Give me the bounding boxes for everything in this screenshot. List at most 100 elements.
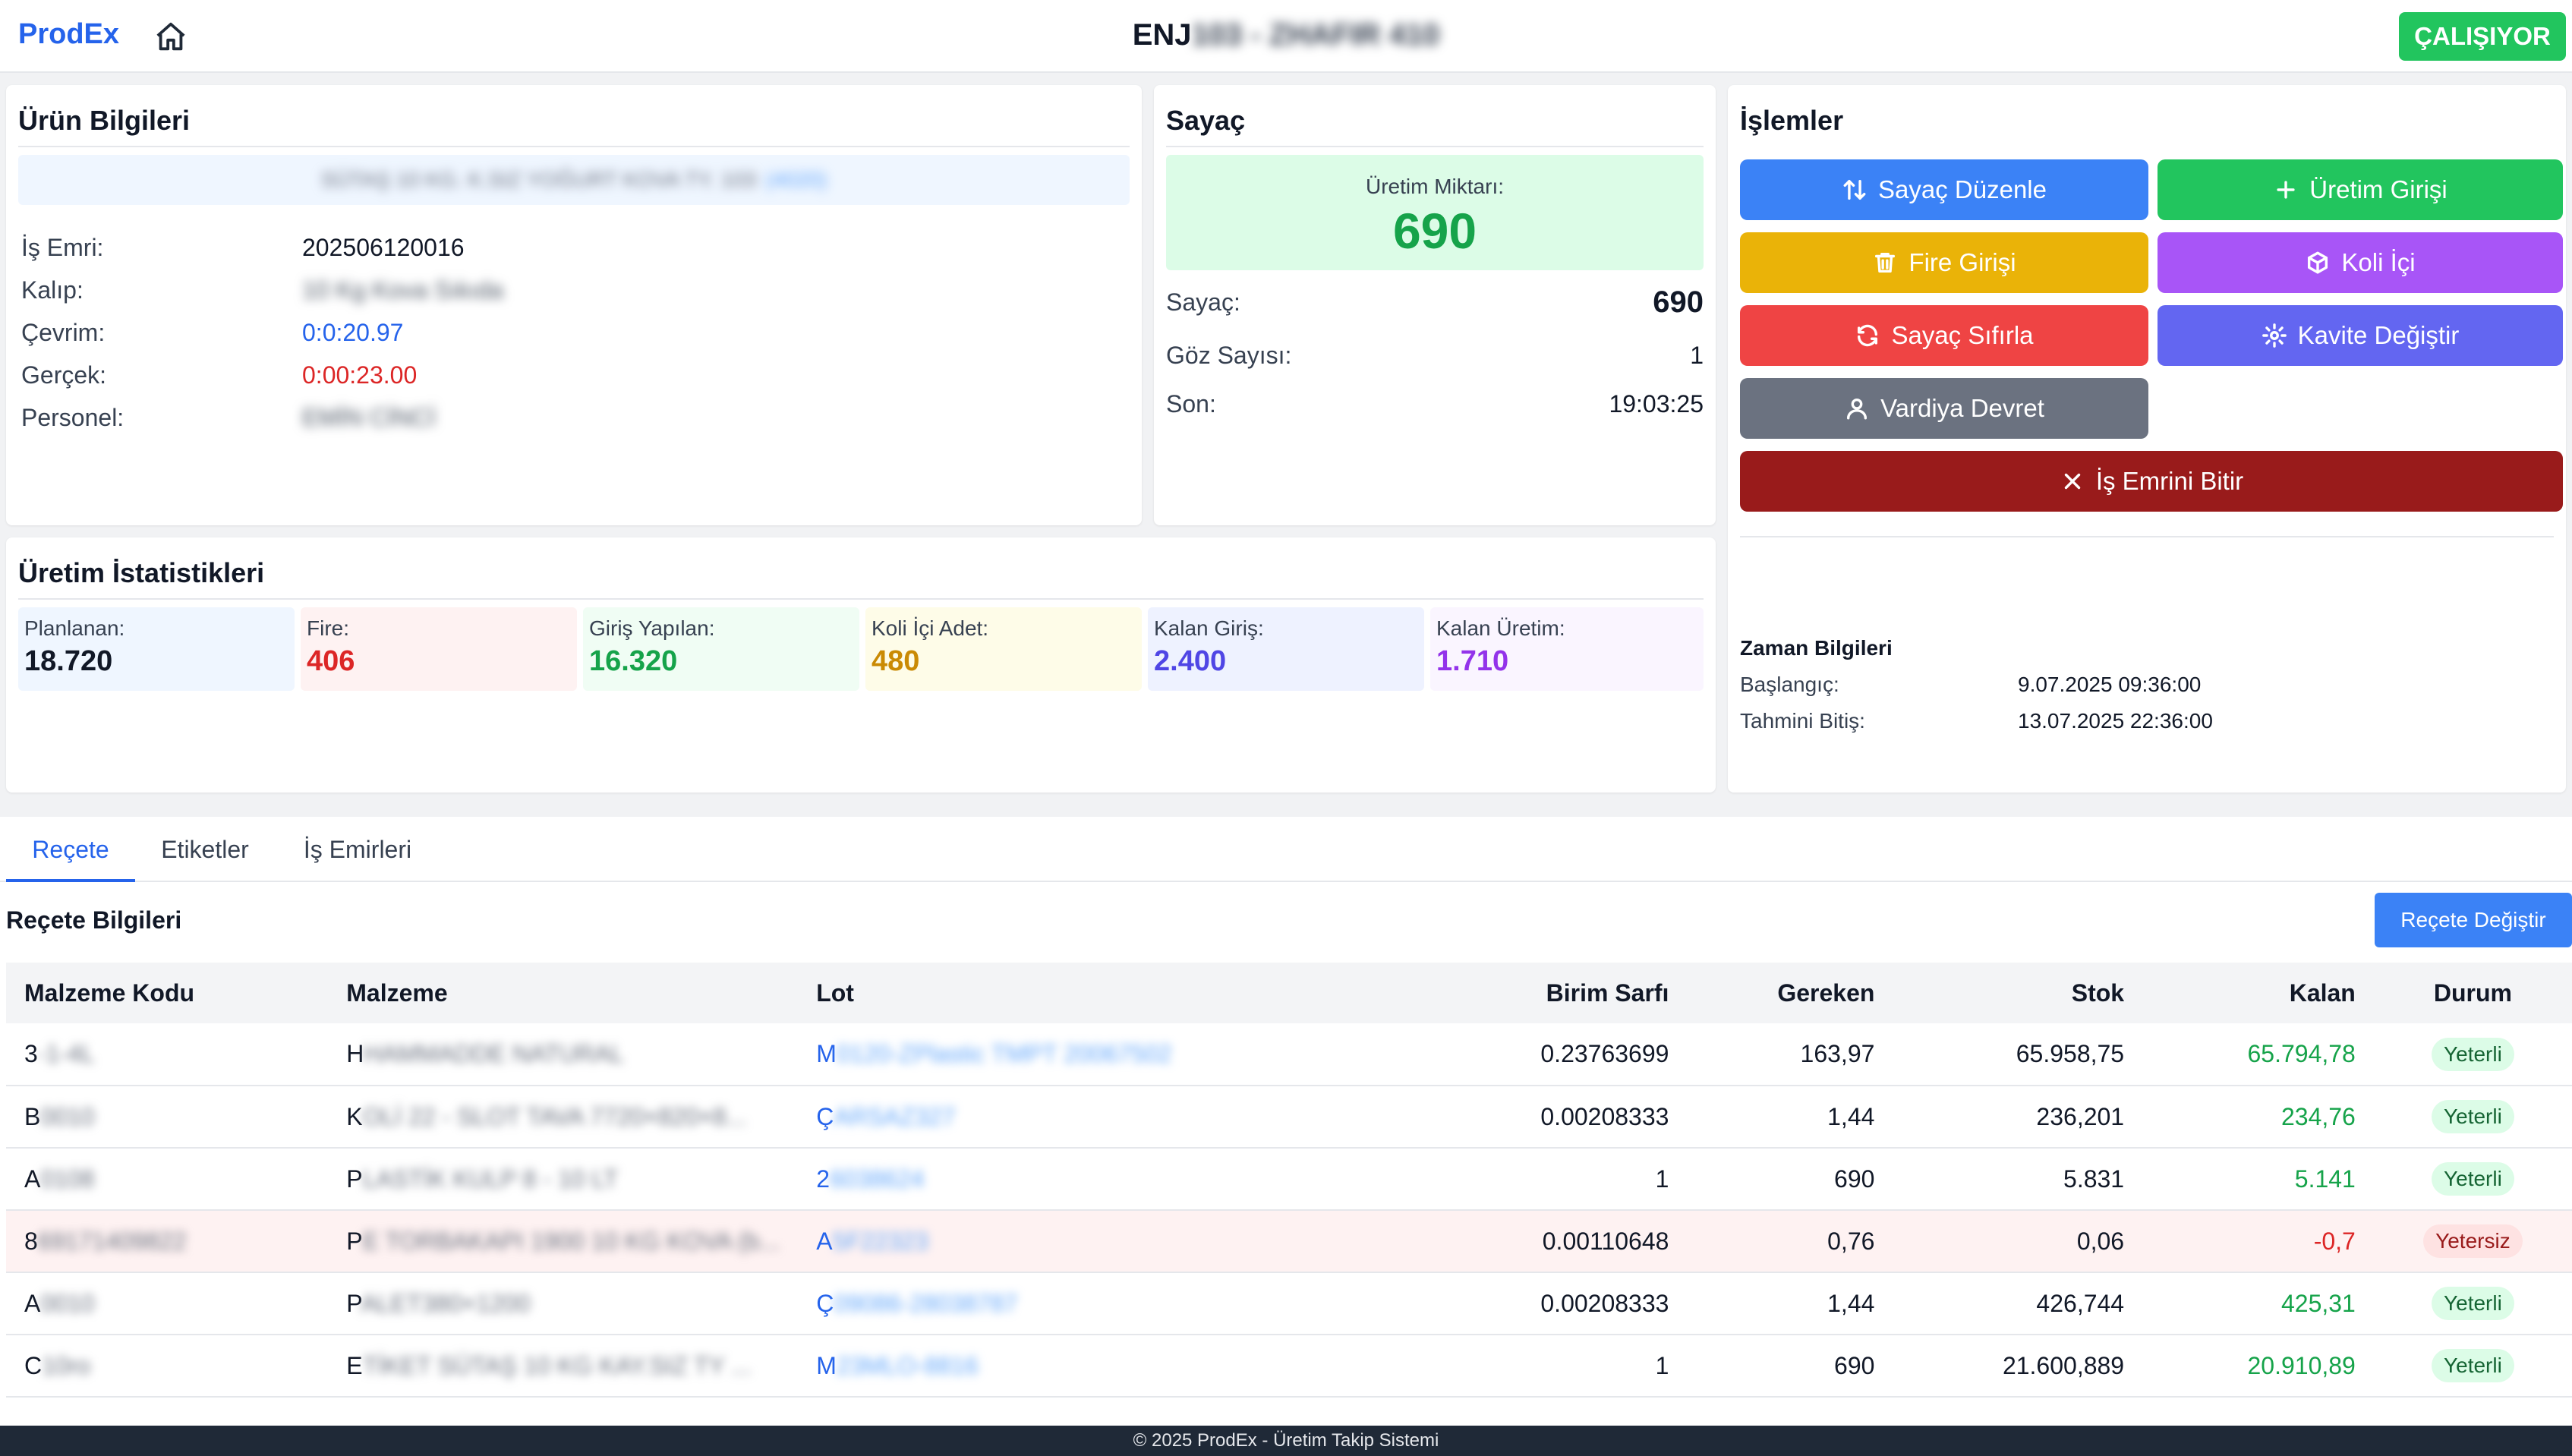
status-cell: Yeterli [2373, 1335, 2572, 1398]
status-badge: Yeterli [2432, 1037, 2514, 1071]
material-cell: KOLİ 22 - SLOT TAVA 7720×820×8... [328, 1086, 799, 1149]
machine-title-rest: 103 - ZHAFIR 410 [1191, 18, 1440, 52]
lot-rest: 5F22323 [832, 1227, 928, 1255]
lot-cell[interactable]: M0120-ZPlastic TMPT 20067502 [798, 1023, 1243, 1086]
lot-cell[interactable]: M23MLO-8816 [798, 1335, 1243, 1398]
table-row[interactable]: B0010 KOLİ 22 - SLOT TAVA 7720×820×8... … [6, 1086, 2572, 1149]
stat-remaining-production: Kalan Üretim: 1.710 [1430, 607, 1704, 691]
change-recipe-button[interactable]: Reçete Değiştir [2375, 893, 2572, 947]
production-stats-card: Üretim İstatistikleri Planlanan: 18.720 … [6, 537, 1716, 793]
col-status[interactable]: Durum [2373, 963, 2572, 1023]
finish-work-order-label: İş Emrini Bitir [2095, 467, 2244, 495]
material-code-rest: -1-4L [37, 1040, 95, 1067]
stat-remaining-production-label: Kalan Üretim: [1436, 616, 1565, 640]
production-amount-label: Üretim Miktarı: [1366, 175, 1504, 198]
scrap-entry-label: Fire Girişi [1909, 248, 2016, 276]
unit-consumption-cell: 0.00208333 [1242, 1086, 1688, 1149]
required-cell: 690 [1687, 1335, 1893, 1398]
lot-prefix: A [816, 1227, 833, 1255]
material-cell: ETİKET SÜTAŞ 10 KG KAY.SIZ TY ... [328, 1335, 799, 1398]
tab-work-orders[interactable]: İş Emirleri [303, 836, 412, 863]
unit-consumption-cell: 1 [1242, 1335, 1688, 1398]
lot-rest: 0120-ZPlastic TMPT 20067502 [836, 1040, 1172, 1067]
table-row[interactable]: A0010 PALET380×1200 Ç09086-28038787 0.00… [6, 1272, 2572, 1335]
stat-box-qty: Koli İçi Adet: 480 [865, 607, 1142, 691]
material-code-cell: B0010 [6, 1086, 329, 1149]
counter-title: Sayaç [1166, 105, 1246, 136]
user-icon [1847, 398, 1868, 420]
app-logo[interactable]: ProdEx [18, 18, 120, 50]
status-badge: Yeterli [2432, 1349, 2514, 1382]
stat-planned-label: Planlanan: [24, 616, 125, 640]
machine-title-prefix: ENJ [1132, 18, 1192, 52]
lot-cell[interactable]: 26038624 [798, 1148, 1243, 1211]
tab-recipe[interactable]: Reçete [6, 817, 135, 882]
material-prefix: H [346, 1040, 364, 1067]
col-remaining[interactable]: Kalan [2142, 963, 2374, 1023]
required-cell: 1,44 [1687, 1086, 1893, 1149]
col-lot[interactable]: Lot [798, 963, 1243, 1023]
close-icon [2064, 473, 2081, 490]
work-order-value: 202506120016 [302, 234, 465, 261]
lot-rest: ARSAZ327 [834, 1102, 956, 1130]
lot-cell[interactable]: Ç09086-28038787 [798, 1272, 1243, 1335]
material-cell: PE TORBAKAPI 1900 10 KG KOVA (b... [328, 1210, 799, 1273]
refresh-icon [1858, 324, 1878, 347]
col-material[interactable]: Malzeme [328, 963, 799, 1023]
lot-rest: 23MLO-8816 [836, 1351, 979, 1379]
change-cavity-button[interactable]: Kavite Değiştir [2158, 305, 2563, 366]
material-code-prefix: 8 [24, 1227, 38, 1255]
status-cell: Yeterli [2373, 1023, 2572, 1086]
counter-label: Sayaç: [1166, 288, 1240, 316]
end-value: 13.07.2025 22:36:00 [2018, 709, 2213, 733]
status-button[interactable]: ÇALIŞIYOR [2399, 12, 2566, 61]
col-material-code[interactable]: Malzeme Kodu [6, 963, 329, 1023]
remaining-cell: -0,7 [2142, 1210, 2374, 1273]
stat-remaining-entry-value: 2.400 [1154, 645, 1227, 677]
remaining-cell: 5.141 [2142, 1148, 2374, 1211]
time-info-title: Zaman Bilgileri [1740, 636, 1893, 660]
table-row[interactable]: C10ro ETİKET SÜTAŞ 10 KG KAY.SIZ TY ... … [6, 1335, 2572, 1398]
col-stock[interactable]: Stok [1893, 963, 2143, 1023]
box-content-button[interactable]: Koli İçi [2158, 232, 2563, 293]
col-unit-consumption[interactable]: Birim Sarfı [1242, 963, 1688, 1023]
home-icon[interactable] [153, 20, 188, 55]
divider [1166, 146, 1704, 147]
production-entry-button[interactable]: Üretim Girişi [2158, 159, 2563, 220]
material-rest: E TORBAKAPI 1900 10 KG KOVA (b... [362, 1227, 780, 1255]
edit-counter-button[interactable]: Sayaç Düzenle [1740, 159, 2148, 220]
recipe-table: Malzeme Kodu Malzeme Lot Birim Sarfı Ger… [6, 963, 2572, 1398]
divider [18, 598, 1704, 600]
tab-labels[interactable]: Etiketler [161, 836, 249, 863]
stat-planned: Planlanan: 18.720 [18, 607, 295, 691]
required-cell: 0,76 [1687, 1210, 1893, 1273]
cycle-label: Çevrim: [21, 319, 106, 346]
cavity-label: Göz Sayısı: [1166, 342, 1292, 369]
table-row[interactable]: A0108 PLASTİK KULP 8 - 10 LT 26038624 1 … [6, 1148, 2572, 1211]
swap-vertical-icon [1843, 179, 1866, 200]
required-cell: 1,44 [1687, 1272, 1893, 1335]
lot-prefix: M [816, 1351, 837, 1379]
table-row[interactable]: 869171409822 PE TORBAKAPI 1900 10 KG KOV… [6, 1210, 2572, 1273]
lot-cell[interactable]: A5F22323 [798, 1210, 1243, 1273]
remaining-cell: 65.794,78 [2142, 1023, 2374, 1086]
reset-counter-button[interactable]: Sayaç Sıfırla [1740, 305, 2148, 366]
col-required[interactable]: Gereken [1687, 963, 1893, 1023]
end-label: Tahmini Bitiş: [1740, 709, 1865, 733]
lot-cell[interactable]: ÇARSAZ327 [798, 1086, 1243, 1149]
material-code-cell: C10ro [6, 1335, 329, 1398]
status-badge: Yeterli [2432, 1162, 2514, 1196]
plus-icon [2277, 181, 2295, 199]
mold-label: Kalıp: [21, 276, 84, 304]
stock-cell: 236,201 [1893, 1086, 2143, 1149]
table-row[interactable]: 3-1-4L HHAMMADDE NATURAL M0120-ZPlastic … [6, 1023, 2572, 1086]
stat-scrap-value: 406 [307, 645, 355, 677]
unit-consumption-cell: 1 [1242, 1148, 1688, 1211]
scrap-entry-button[interactable]: Fire Girişi [1740, 232, 2148, 293]
shift-handover-button[interactable]: Vardiya Devret [1740, 378, 2148, 439]
divider [1740, 536, 2554, 537]
finish-work-order-button[interactable]: İş Emrini Bitir [1740, 451, 2563, 512]
work-order-label: İş Emri: [21, 234, 104, 261]
material-cell: PLASTİK KULP 8 - 10 LT [328, 1148, 799, 1211]
material-code-cell: A0010 [6, 1272, 329, 1335]
